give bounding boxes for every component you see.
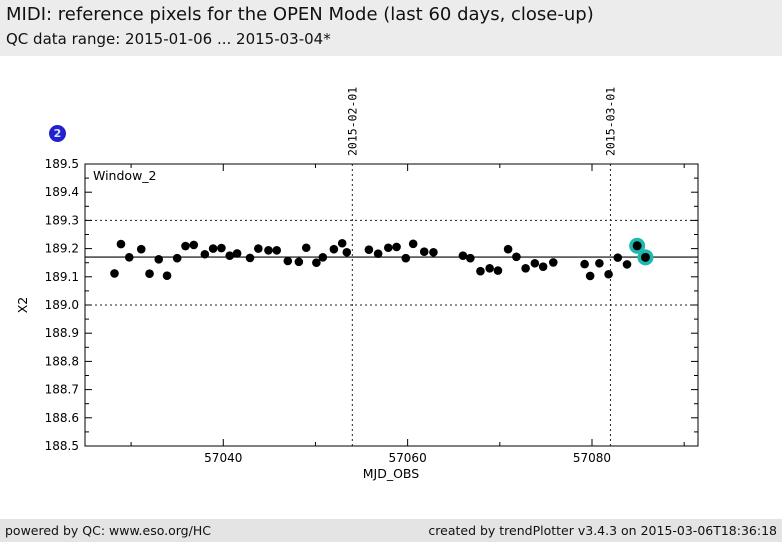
- data-point: [521, 264, 530, 273]
- data-point: [585, 271, 595, 281]
- data-point: [189, 240, 199, 250]
- x-tick-label: 57060: [389, 451, 427, 465]
- data-point: [283, 256, 293, 266]
- data-point: [318, 253, 328, 262]
- data-point: [622, 260, 632, 269]
- data-point: [312, 258, 321, 268]
- data-point: [116, 239, 126, 249]
- x-axis-label: MJD_OBS: [363, 466, 420, 481]
- y-tick-label: 189.4: [45, 185, 79, 199]
- data-point: [604, 269, 613, 279]
- data-point: [200, 249, 210, 259]
- data-point: [429, 247, 438, 257]
- data-point: [264, 245, 273, 255]
- data-point: [476, 266, 485, 276]
- page-title: MIDI: reference pixels for the OPEN Mode…: [6, 4, 594, 25]
- data-point: [392, 242, 401, 252]
- data-point: [580, 259, 589, 269]
- data-point: [162, 271, 172, 280]
- data-point: [485, 264, 494, 273]
- footer-powered-by: powered by QC: www.eso.org/HC: [5, 523, 211, 538]
- data-point: [373, 249, 383, 258]
- x-tick-label: 57080: [573, 451, 611, 465]
- data-point: [110, 269, 119, 278]
- window-label: Window_2: [93, 168, 157, 183]
- y-axis-label: X2: [15, 297, 30, 314]
- page-header: MIDI: reference pixels for the OPEN Mode…: [0, 0, 782, 56]
- data-points: [110, 237, 654, 281]
- y-tick-label: 189.2: [45, 242, 79, 256]
- y-tick-label: 188.6: [45, 411, 79, 425]
- window-number-badge[interactable]: 2: [49, 125, 66, 142]
- data-point: [225, 251, 235, 260]
- data-point: [493, 266, 503, 275]
- data-point: [337, 238, 347, 248]
- data-point: [419, 247, 429, 257]
- data-point: [181, 241, 190, 251]
- data-point: [512, 252, 521, 262]
- data-point: [530, 258, 540, 268]
- data-point: [172, 253, 182, 263]
- y-tick-label: 188.9: [45, 326, 79, 340]
- y-tick-label: 189.0: [45, 298, 79, 312]
- y-tick-label: 188.8: [45, 354, 79, 368]
- y-tick-label: 188.7: [45, 383, 79, 397]
- data-point: [538, 262, 548, 271]
- data-point: [401, 253, 411, 263]
- data-point: [145, 269, 154, 278]
- plot-threshold-and-date-lines: [85, 164, 698, 446]
- date-marker-labels: 2015-02-01 2015-03-01: [345, 87, 617, 156]
- data-point: [217, 243, 226, 253]
- y-tick-label: 189.5: [45, 157, 79, 171]
- data-point: [364, 245, 374, 255]
- date-marker-label: 2015-02-01: [345, 87, 359, 156]
- plot-ticks: [85, 163, 698, 447]
- qc-data-range: QC data range: 2015-01-06 ... 2015-03-04…: [6, 30, 331, 48]
- plot-tick-labels: 57040 57060 57080 188.5 188.6 188.7 188.8 188.9…: [45, 157, 611, 465]
- data-point: [136, 244, 146, 254]
- data-point: [548, 258, 558, 267]
- data-point: [232, 249, 242, 258]
- page-footer: powered by QC: www.eso.org/HC created by…: [0, 519, 782, 542]
- highlighted-data-point: [640, 252, 650, 262]
- data-point: [466, 253, 475, 263]
- footer-created-by: created by trendPlotter v3.4.3 on 2015-0…: [428, 523, 777, 538]
- data-point: [245, 253, 255, 263]
- data-point: [208, 244, 218, 253]
- data-point: [294, 257, 304, 267]
- data-point: [383, 243, 393, 253]
- data-point: [154, 255, 164, 264]
- data-point: [124, 253, 134, 262]
- y-tick-label: 189.1: [45, 270, 79, 284]
- y-tick-label: 188.5: [45, 439, 79, 453]
- data-point: [408, 239, 418, 249]
- data-point: [595, 258, 604, 268]
- x-tick-label: 57040: [204, 451, 242, 465]
- highlighted-data-point: [632, 241, 642, 251]
- data-point: [458, 251, 468, 260]
- data-point: [253, 244, 263, 253]
- data-point: [301, 243, 311, 253]
- date-marker-label: 2015-03-01: [603, 87, 617, 156]
- data-point: [503, 244, 513, 254]
- data-point: [272, 245, 282, 255]
- trend-plot: 57040 57060 57080 188.5 188.6 188.7 188.8 188.9…: [15, 87, 699, 481]
- data-point: [342, 247, 352, 257]
- data-point: [613, 253, 623, 262]
- data-point: [329, 244, 339, 254]
- y-tick-label: 189.3: [45, 213, 79, 227]
